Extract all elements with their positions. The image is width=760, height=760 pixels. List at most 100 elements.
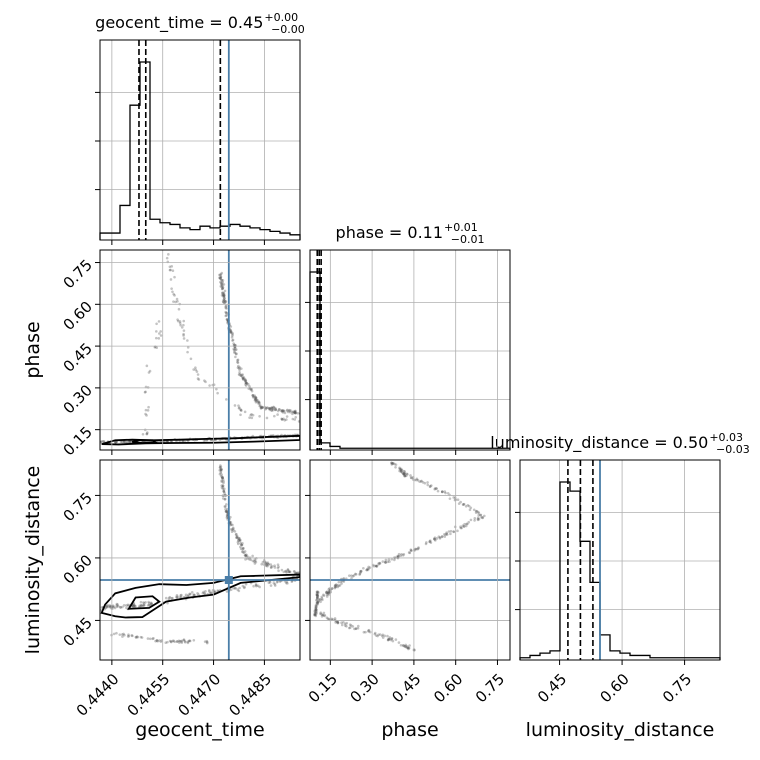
- sample-point: [254, 397, 257, 400]
- sample-point: [443, 535, 447, 538]
- sample-point: [287, 570, 291, 574]
- sample-point: [222, 294, 225, 298]
- sample-point: [119, 606, 122, 609]
- sample-point: [121, 633, 124, 636]
- sample-point: [402, 472, 406, 476]
- sample-point: [477, 513, 481, 517]
- sample-point: [402, 644, 405, 648]
- sample-point: [244, 554, 247, 557]
- sample-point: [403, 470, 406, 473]
- sample-point: [375, 565, 379, 568]
- sample-point: [188, 639, 191, 642]
- sample-point: [229, 325, 233, 328]
- sample-point: [378, 633, 382, 636]
- sample-point: [391, 462, 395, 465]
- sample-point: [452, 530, 455, 533]
- sample-point: [233, 346, 237, 350]
- sample-point: [286, 408, 289, 412]
- tick-label-y-phase: 0.75: [60, 256, 96, 292]
- sample-point: [316, 601, 320, 605]
- sample-point: [112, 605, 116, 609]
- sample-point: [270, 409, 274, 412]
- sample-point: [313, 613, 317, 616]
- sample-point: [145, 364, 149, 368]
- sample-point: [336, 620, 340, 624]
- sample-point: [358, 572, 362, 576]
- sample-point: [433, 536, 437, 539]
- sample-point: [327, 587, 331, 591]
- tick-label-x-luminosity_distance: 0.45: [534, 670, 570, 706]
- sample-point: [132, 603, 135, 607]
- sample-point: [459, 526, 463, 530]
- sample-point: [222, 301, 226, 305]
- sample-point: [479, 513, 483, 517]
- sample-point: [352, 574, 356, 577]
- sample-point: [205, 640, 209, 644]
- tick-label-y-luminosity_distance: 0.45: [60, 614, 96, 650]
- sample-point: [316, 600, 319, 604]
- sample-point: [316, 596, 319, 600]
- sample-point: [426, 483, 430, 487]
- sample-point: [453, 496, 457, 499]
- sample-point: [461, 524, 465, 527]
- sample-point: [244, 381, 248, 385]
- sample-point: [219, 285, 223, 288]
- sample-point: [325, 590, 328, 594]
- sample-point: [155, 639, 159, 642]
- sample-point: [243, 377, 246, 381]
- sample-point: [284, 570, 288, 573]
- sample-point: [254, 397, 257, 401]
- sample-point: [230, 528, 234, 531]
- sample-point: [192, 593, 196, 597]
- sample-point: [244, 381, 248, 385]
- sample-point: [272, 408, 275, 412]
- sample-point: [313, 612, 317, 616]
- scatter-group: [100, 460, 300, 660]
- sample-point: [234, 586, 237, 590]
- sample-point: [435, 487, 438, 490]
- sample-point: [285, 571, 288, 574]
- sample-point: [173, 294, 176, 297]
- sample-point: [264, 406, 268, 410]
- sample-point: [351, 625, 355, 628]
- sample-point: [241, 548, 245, 551]
- sample-point: [319, 612, 322, 616]
- sample-point: [426, 481, 429, 484]
- sample-point: [365, 568, 369, 572]
- sample-point: [196, 373, 200, 376]
- sample-point: [237, 537, 241, 540]
- sample-point: [233, 343, 236, 347]
- sample-point: [250, 388, 253, 391]
- sample-point: [348, 626, 352, 629]
- sample-point: [390, 637, 394, 641]
- sample-point: [365, 568, 368, 572]
- sample-point: [150, 602, 153, 605]
- sample-point: [158, 332, 161, 335]
- sample-point: [233, 345, 237, 349]
- sample-point: [175, 640, 179, 643]
- sample-point: [239, 374, 243, 378]
- sample-point: [376, 634, 379, 638]
- sample-point: [183, 640, 187, 644]
- sample-point: [224, 305, 227, 308]
- sample-point: [218, 472, 222, 476]
- sample-point: [251, 395, 255, 399]
- sample-point: [179, 595, 182, 599]
- sample-point: [294, 411, 298, 415]
- sample-point: [315, 610, 318, 613]
- sample-point: [218, 276, 221, 280]
- sample-point: [271, 407, 275, 411]
- sample-point: [210, 591, 213, 594]
- sample-point: [147, 405, 150, 409]
- sample-point: [269, 407, 272, 410]
- sample-point: [466, 522, 469, 526]
- sample-point: [235, 536, 238, 540]
- tick-label-x-phase: 0.45: [388, 670, 424, 706]
- sample-point: [255, 398, 258, 402]
- sample-point: [333, 583, 337, 587]
- sample-point: [108, 604, 111, 607]
- sample-point: [147, 603, 151, 607]
- sample-point: [251, 413, 255, 417]
- sample-point: [141, 604, 145, 608]
- sample-point: [130, 634, 134, 637]
